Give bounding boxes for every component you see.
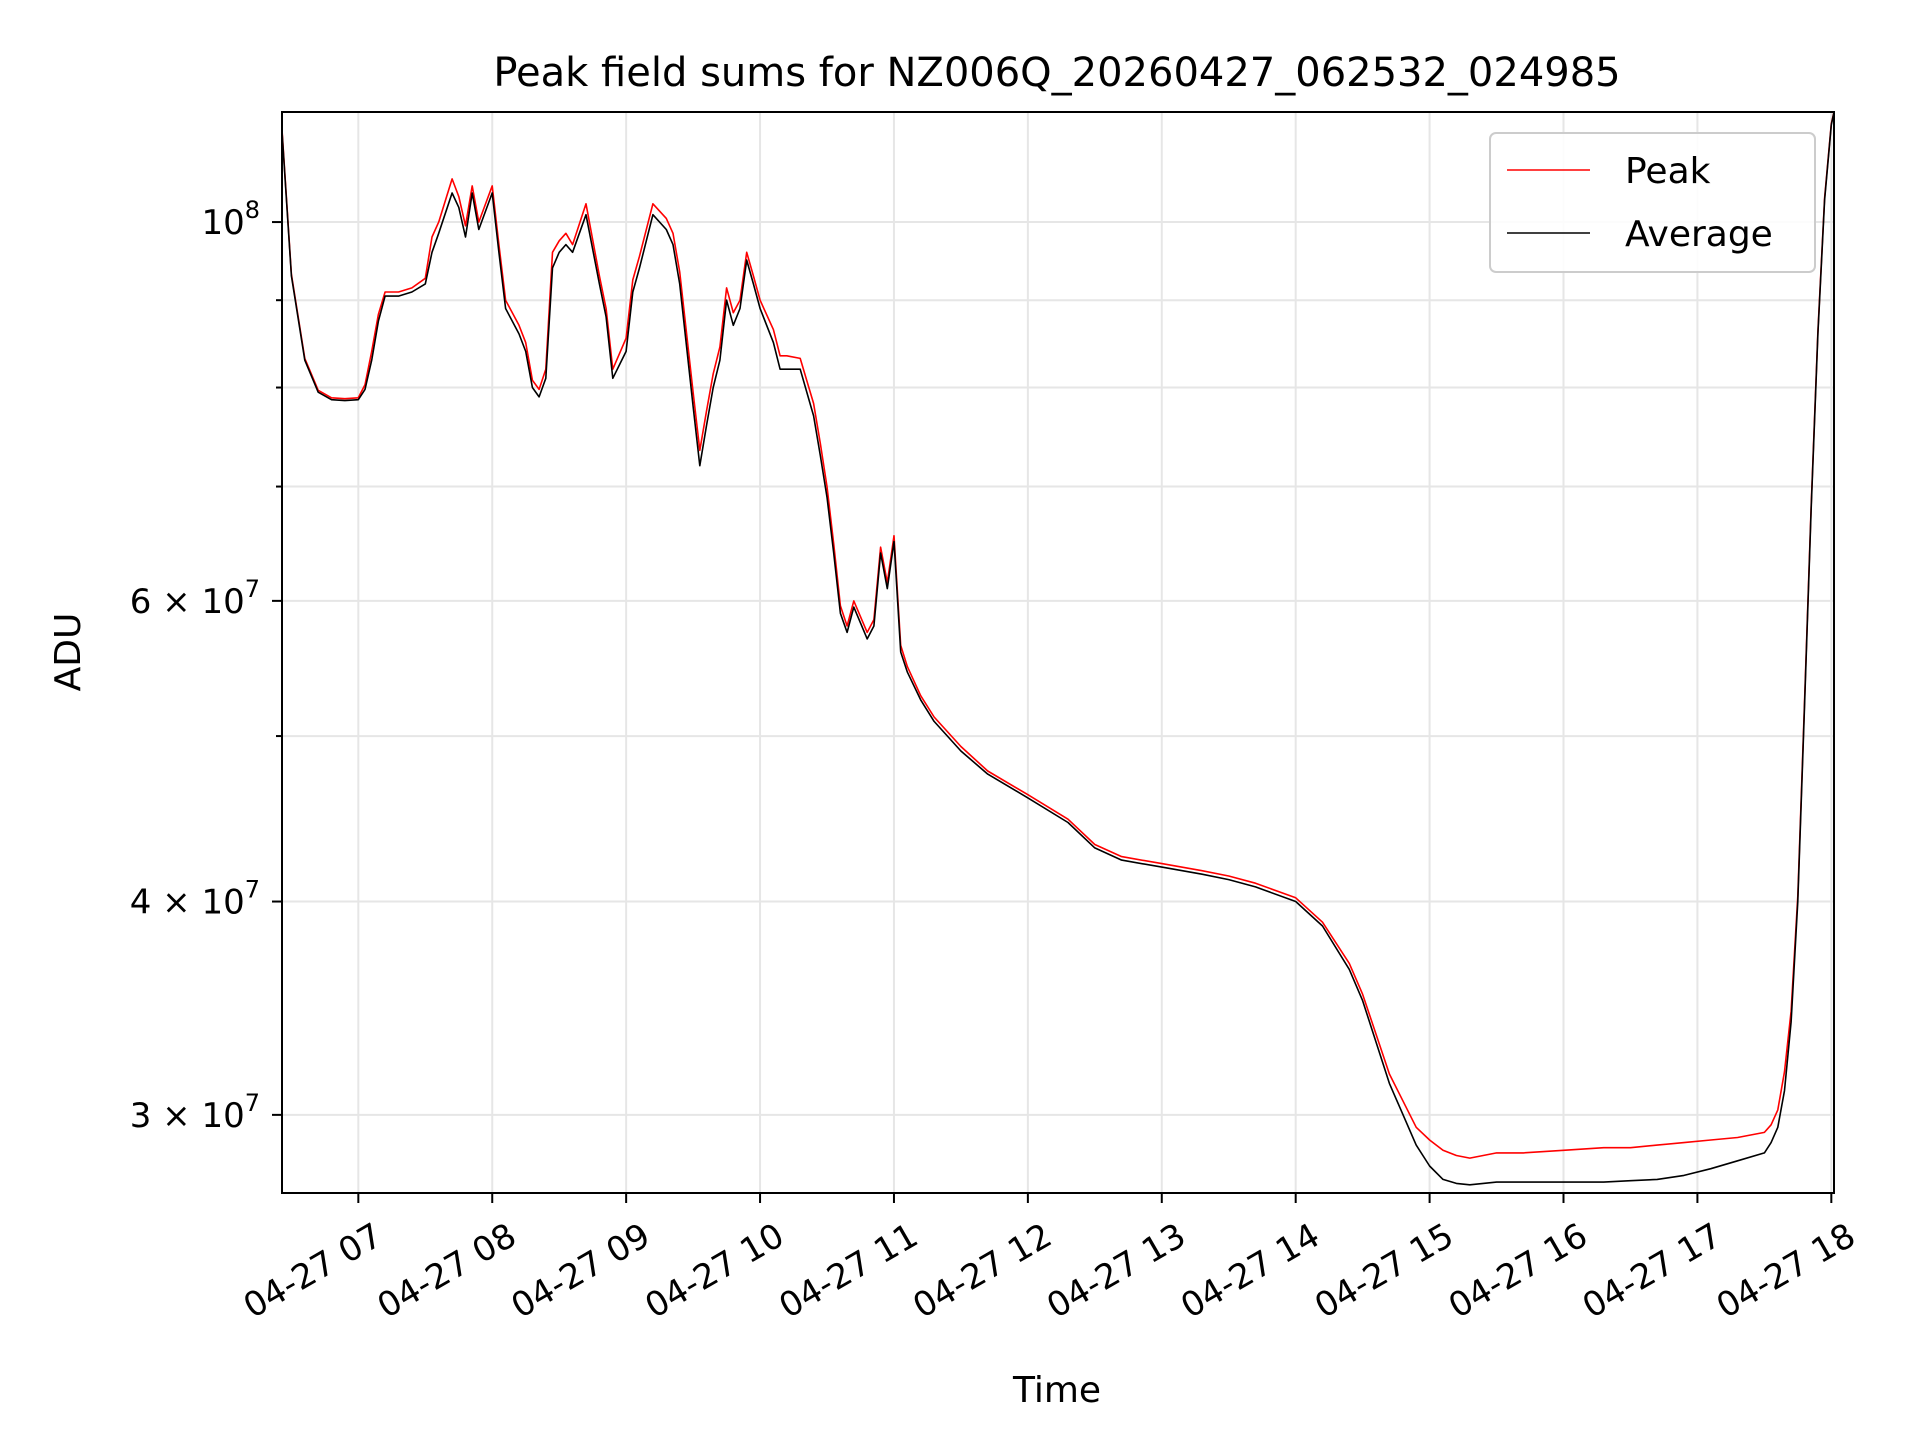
chart-title: Peak field sums for NZ006Q_20260427_0625… <box>493 50 1620 96</box>
y-tick-label-exponent: 7 <box>245 575 260 603</box>
y-tick-label: 3 × 107 <box>130 1089 260 1136</box>
x-axis-label: Time <box>1012 1370 1101 1411</box>
y-tick-label-base: 6 × 10 <box>130 582 245 622</box>
y-tick-label: 108 <box>201 196 260 243</box>
legend-box <box>1489 132 1816 273</box>
y-tick-label-exponent: 7 <box>245 876 260 904</box>
y-tick-label-base: 3 × 10 <box>130 1096 245 1136</box>
y-tick-label-exponent: 8 <box>245 196 260 224</box>
y-tick-label: 6 × 107 <box>130 575 260 622</box>
series-peak-line <box>281 111 1835 1159</box>
y-tick-label: 4 × 107 <box>130 876 260 923</box>
y-tick-label-exponent: 7 <box>245 1089 260 1117</box>
series-average-line <box>281 111 1835 1186</box>
legend: Peak Average <box>1489 132 1816 273</box>
legend-label-average: Average <box>1625 214 1773 255</box>
axes-frame <box>281 111 1835 1194</box>
plot-area <box>281 111 1835 1186</box>
y-tick-label-base: 10 <box>201 203 244 243</box>
y-axis-label: ADU <box>48 613 89 692</box>
y-tick-label-base: 4 × 10 <box>130 883 245 923</box>
legend-label-peak: Peak <box>1625 151 1711 192</box>
x-gridlines <box>357 112 1833 1193</box>
